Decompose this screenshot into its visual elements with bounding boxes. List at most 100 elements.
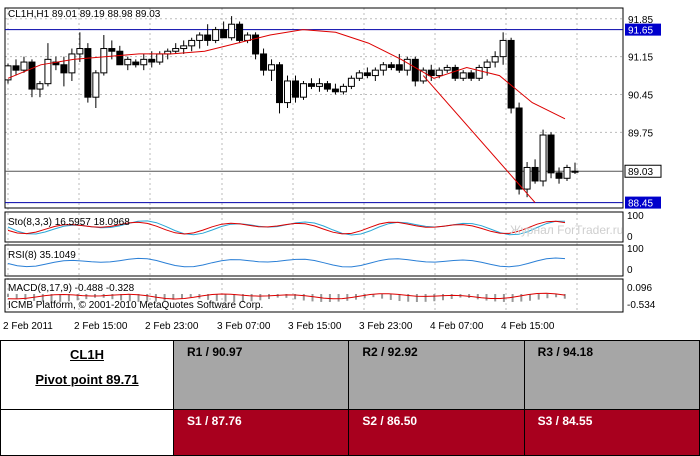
y-tick-label: 90.45 — [628, 90, 653, 101]
level-label: 91.65 — [628, 26, 653, 37]
candle-body — [220, 29, 228, 39]
macd-tick-low: -0.534 — [627, 300, 656, 311]
candle-body — [76, 48, 84, 55]
x-tick-label: 2 Feb 23:00 — [145, 321, 199, 332]
candle-body — [172, 48, 180, 52]
candle-body — [252, 34, 260, 55]
x-tick-label: 3 Feb 15:00 — [288, 321, 342, 332]
candle-body — [84, 48, 92, 98]
candle-body — [379, 64, 387, 71]
pivot-point-label: Pivot point 89.71 — [35, 372, 139, 387]
candle-body — [92, 72, 100, 98]
candle-body — [12, 65, 20, 71]
empty-cell — [0, 409, 174, 456]
candle-body — [204, 34, 212, 41]
rsi-tick-high: 100 — [627, 244, 644, 255]
y-tick-label: 91.15 — [628, 53, 653, 64]
stochastic-tick-low: 0 — [627, 232, 633, 243]
candle-body — [140, 58, 148, 66]
candle-body — [387, 64, 395, 68]
r2-label: R2 / 92.92 — [362, 345, 418, 359]
candle-body — [276, 64, 284, 104]
s3-cell: S3 / 84.55 — [523, 409, 700, 456]
pivot-table: CL1H Pivot point 89.71 R1 / 90.97 R2 / 9… — [0, 340, 700, 456]
s3-label: S3 / 84.55 — [537, 414, 593, 428]
candle-body — [4, 65, 12, 81]
s2-label: S2 / 86.50 — [362, 414, 418, 428]
candle-body — [284, 80, 292, 104]
candle-body — [507, 39, 515, 109]
candle-body — [28, 61, 36, 90]
candle-body — [236, 23, 244, 41]
candle-body — [363, 72, 371, 77]
candle-body — [563, 166, 571, 179]
r3-label: R3 / 94.18 — [537, 345, 594, 359]
r3-cell: R3 / 94.18 — [523, 340, 700, 410]
candle-body — [339, 85, 347, 93]
candle-body — [307, 83, 315, 87]
candle-body — [411, 58, 419, 82]
symbol-label: CL1H — [70, 347, 104, 362]
platform-footer: ICMB Platform, © 2001-2010 MetaQuotes So… — [8, 300, 263, 311]
y-tick-label: 89.75 — [628, 128, 653, 139]
x-tick-label: 2 Feb 2011 — [3, 321, 53, 332]
candle-body — [347, 77, 355, 87]
x-tick-label: 3 Feb 07:00 — [217, 321, 271, 332]
candle-body — [371, 69, 379, 77]
candle-body — [355, 72, 363, 79]
trend-line — [422, 75, 536, 203]
candle-body — [124, 58, 132, 66]
level-label-box — [625, 23, 661, 36]
s1-cell: S1 / 87.76 — [172, 409, 350, 456]
candle-body — [443, 66, 451, 71]
candle-body — [44, 58, 52, 85]
candle-body — [523, 166, 531, 190]
candle-body — [108, 48, 116, 52]
candle-body — [100, 48, 108, 74]
candle-body — [323, 83, 331, 90]
candle-body — [156, 53, 164, 63]
candle-body — [180, 45, 188, 50]
candle-body — [571, 170, 579, 173]
candle-body — [68, 53, 76, 74]
candle-body — [315, 83, 323, 87]
x-tick-label: 2 Feb 15:00 — [74, 321, 128, 332]
candle-body — [515, 107, 523, 190]
candle-body — [451, 66, 459, 79]
candle-body — [499, 39, 507, 58]
candle-body — [435, 69, 443, 77]
candle-body — [555, 172, 563, 179]
stochastic-tick-high: 100 — [627, 211, 644, 222]
candle-body — [116, 50, 124, 66]
candle-body — [331, 88, 339, 93]
candle-body — [547, 134, 555, 174]
s1-label: S1 / 87.76 — [187, 414, 242, 428]
candle-body — [188, 39, 196, 47]
candle-body — [148, 58, 156, 63]
x-tick-label: 4 Feb 15:00 — [501, 321, 555, 332]
x-tick-label: 3 Feb 23:00 — [359, 321, 413, 332]
macd-signal-line — [7, 292, 566, 300]
rsi-line — [7, 257, 566, 268]
candle-body — [20, 61, 28, 71]
candle-body — [228, 23, 236, 39]
level-label-box — [624, 164, 662, 178]
symbol-cell: CL1H Pivot point 89.71 — [0, 340, 174, 410]
r1-label: R1 / 90.97 — [187, 345, 243, 359]
r2-cell: R2 / 92.92 — [348, 340, 525, 410]
candle-body — [299, 83, 307, 98]
stochastic-signal-line — [7, 220, 566, 235]
candle-body — [268, 64, 276, 71]
candle-body — [531, 166, 539, 182]
candle-body — [395, 64, 403, 71]
panel-frame-0 — [4, 7, 624, 209]
moving-average-line — [7, 29, 566, 120]
level-label-box — [625, 196, 661, 209]
watermark: Журнал ForTrader.ru — [510, 223, 623, 237]
panel-frame-3 — [4, 278, 624, 313]
r1-cell: R1 / 90.97 — [172, 340, 350, 410]
candle-body — [483, 61, 491, 68]
candle-body — [427, 69, 435, 77]
candle-body — [491, 56, 499, 63]
y-tick-label: 91.85 — [628, 15, 653, 26]
